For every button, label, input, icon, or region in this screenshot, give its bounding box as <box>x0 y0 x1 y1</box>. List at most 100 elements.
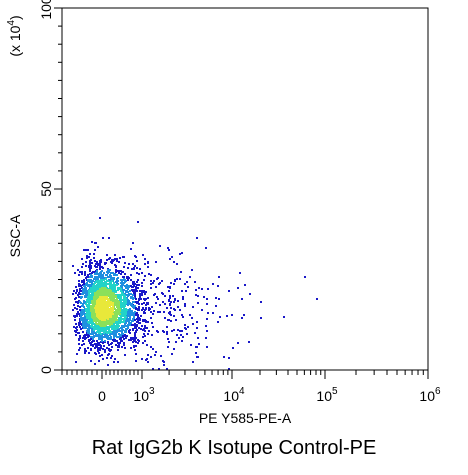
event-dot <box>186 333 188 335</box>
event-dot <box>226 315 228 317</box>
event-dot <box>81 309 83 311</box>
event-dot <box>88 290 90 292</box>
event-dot <box>196 237 198 239</box>
event-dot <box>131 268 133 270</box>
event-dot <box>179 309 181 311</box>
event-dot <box>113 328 115 330</box>
event-dot <box>108 237 110 239</box>
event-dot <box>102 277 104 279</box>
event-dot <box>97 350 99 352</box>
event-dot <box>76 353 78 355</box>
event-dot <box>180 271 182 273</box>
event-dot <box>99 294 101 296</box>
event-dot <box>93 340 95 342</box>
event-dot <box>108 302 110 304</box>
event-dot <box>136 313 138 315</box>
event-dot <box>120 296 122 298</box>
event-dot <box>176 278 178 280</box>
event-dot <box>146 358 148 360</box>
event-dot <box>93 271 95 273</box>
plot-background <box>0 0 468 430</box>
event-dot <box>134 265 136 267</box>
event-dot <box>90 298 92 300</box>
event-dot <box>168 319 170 321</box>
event-dot <box>107 280 109 282</box>
event-dot <box>159 311 161 313</box>
event-dot <box>144 258 146 260</box>
event-dot <box>86 257 88 259</box>
event-dot <box>92 338 94 340</box>
event-dot <box>90 307 92 309</box>
event-dot <box>96 261 98 263</box>
event-dot <box>215 305 217 307</box>
event-dot <box>96 346 98 348</box>
event-dot <box>98 326 100 328</box>
event-dot <box>100 297 102 299</box>
event-dot <box>127 304 129 306</box>
event-dot <box>124 347 126 349</box>
event-dot <box>181 340 183 342</box>
event-dot <box>106 274 108 276</box>
event-dot <box>95 281 97 283</box>
event-dot <box>98 338 100 340</box>
event-dot <box>88 318 90 320</box>
event-dot <box>123 338 125 340</box>
event-dot <box>119 310 121 312</box>
event-dot <box>153 280 155 282</box>
event-dot <box>138 317 140 319</box>
event-dot <box>241 317 243 319</box>
event-dot <box>85 327 87 329</box>
event-dot <box>166 331 168 333</box>
event-dot <box>95 328 97 330</box>
event-dot <box>201 288 203 290</box>
event-dot <box>243 314 245 316</box>
event-dot <box>77 305 79 307</box>
event-dot <box>72 265 74 267</box>
event-dot <box>105 336 107 338</box>
event-dot <box>95 294 97 296</box>
event-dot <box>116 315 118 317</box>
event-dot <box>136 267 138 269</box>
event-dot <box>99 288 101 290</box>
event-dot <box>138 273 140 275</box>
event-dot <box>106 259 108 261</box>
event-dot <box>96 273 98 275</box>
event-dot <box>189 276 191 278</box>
event-dot <box>102 336 104 338</box>
event-dot <box>170 320 172 322</box>
event-dot <box>102 274 104 276</box>
event-dot <box>100 279 102 281</box>
event-dot <box>112 309 114 311</box>
event-dot <box>105 282 107 284</box>
event-dot <box>153 294 155 296</box>
event-dot <box>133 317 135 319</box>
event-dot <box>111 280 113 282</box>
event-dot <box>100 347 102 349</box>
event-dot <box>177 329 179 331</box>
event-dot <box>143 333 145 335</box>
event-dot <box>111 323 113 325</box>
event-dot <box>78 349 80 351</box>
event-dot <box>176 263 178 265</box>
event-dot <box>83 281 85 283</box>
event-dot <box>231 314 233 316</box>
event-dot <box>81 281 83 283</box>
event-dot <box>118 261 120 263</box>
event-dot <box>197 356 199 358</box>
event-dot <box>104 263 106 265</box>
event-dot <box>92 306 94 308</box>
event-dot <box>111 346 113 348</box>
event-dot <box>157 311 159 313</box>
event-dot <box>124 325 126 327</box>
y-tick-label: 50 <box>38 181 54 197</box>
event-dot <box>147 354 149 356</box>
event-dot <box>101 315 103 317</box>
event-dot <box>101 302 103 304</box>
event-dot <box>85 292 87 294</box>
event-dot <box>91 323 93 325</box>
event-dot <box>157 298 159 300</box>
event-dot <box>218 298 220 300</box>
event-dot <box>82 337 84 339</box>
event-dot <box>153 310 155 312</box>
event-dot <box>182 298 184 300</box>
